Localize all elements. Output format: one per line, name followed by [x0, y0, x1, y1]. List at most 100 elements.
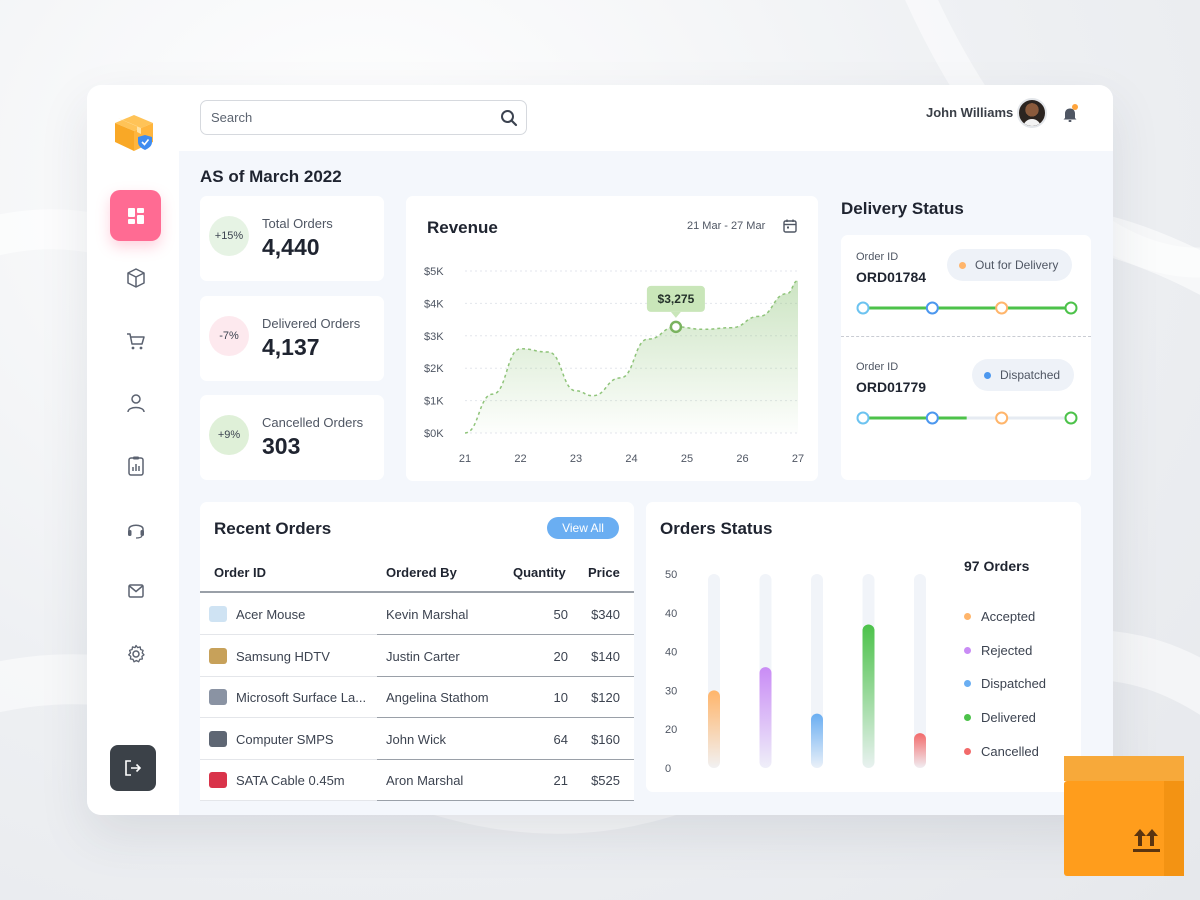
stat-change-badge: +15% — [209, 216, 249, 256]
recent-orders-card: Recent Orders View All Order ID Ordered … — [200, 502, 634, 801]
x-tick-label: 25 — [681, 453, 693, 465]
delivery-heading: Delivery Status — [841, 199, 964, 218]
track-step — [995, 301, 1009, 315]
product-thumbnail — [209, 772, 227, 788]
status-dot — [984, 371, 991, 379]
legend-dot — [964, 747, 971, 755]
legend-label: Delivered — [981, 710, 1036, 726]
user-icon — [126, 393, 145, 412]
y-tick-label: $5K — [424, 266, 444, 278]
table-row[interactable]: Microsoft Surface La... Angelina Stathom 1… — [200, 677, 634, 718]
recent-orders-title: Recent Orders — [214, 519, 332, 538]
y-tick-label: 40 — [665, 647, 677, 659]
column-header-quantity[interactable]: Quantity — [513, 565, 566, 580]
tooltip-pointer — [670, 311, 681, 318]
header-rule — [200, 591, 634, 593]
nav-products[interactable] — [110, 252, 161, 303]
search-icon[interactable] — [500, 109, 518, 127]
nav-reports[interactable] — [110, 440, 161, 491]
quantity: 64 — [553, 731, 568, 747]
product-name: Acer Mouse — [236, 607, 306, 622]
table-row[interactable]: Acer Mouse Kevin Marshal 50 $340 — [200, 594, 634, 635]
tooltip-value: $3,275 — [658, 292, 695, 306]
legend-item[interactable]: Cancelled — [964, 744, 1039, 759]
nav-messages[interactable] — [110, 565, 161, 616]
ordered-by: Kevin Marshal — [386, 607, 469, 622]
legend-item[interactable]: Delivered — [964, 710, 1036, 725]
row-divider — [200, 758, 377, 760]
legend-dot — [964, 646, 971, 654]
nav-customers[interactable] — [110, 377, 161, 428]
revenue-card: $0K $1K $2K $3K $4K $5K 21 22 23 24 25 26 27 $3,275 R… — [406, 196, 818, 481]
top-bar: John Williams — [179, 85, 1113, 151]
nav-orders[interactable] — [110, 315, 161, 366]
table-row[interactable]: SATA Cable 0.45m Aron Marshal 21 $525 — [200, 760, 634, 801]
stat-value: 303 — [262, 433, 301, 459]
avatar[interactable] — [1017, 98, 1047, 128]
revenue-title: Revenue — [427, 218, 498, 237]
orders-status-chart: 0 20 30 40 40 50 — [665, 569, 926, 775]
row-divider — [200, 675, 377, 677]
user-name[interactable]: John Williams — [926, 105, 1014, 120]
column-header-order-id[interactable]: Order ID — [214, 565, 267, 580]
search-input[interactable] — [201, 101, 481, 133]
nav-settings[interactable] — [110, 628, 161, 679]
delivery-order-id[interactable]: ORD01784 — [856, 269, 927, 285]
price: $140 — [591, 648, 620, 664]
y-tick-label: 30 — [665, 685, 677, 697]
table-row[interactable]: Computer SMPS John Wick 64 $160 — [200, 719, 634, 760]
ordered-by: Aron Marshal — [386, 773, 464, 788]
ordered-by: Justin Carter — [386, 648, 460, 664]
product-name: SATA Cable 0.45m — [236, 773, 345, 788]
row-divider — [377, 800, 634, 801]
revenue-area — [465, 280, 798, 433]
bell-icon[interactable] — [1061, 105, 1079, 123]
nav-dashboard[interactable] — [110, 190, 161, 241]
row-divider — [377, 717, 634, 718]
nav-support[interactable] — [110, 503, 161, 554]
track-step — [856, 301, 870, 315]
delivery-card: Order ID ORD01784 Out for Delivery Order… — [841, 235, 1091, 480]
stat-card-delivered: -7% Delivered Orders 4,137 — [200, 296, 384, 381]
legend-dot — [964, 680, 971, 688]
stat-label: Delivered Orders — [262, 316, 361, 331]
legend-item[interactable]: Dispatched — [964, 676, 1046, 691]
order-id-label: Order ID — [856, 361, 899, 373]
legend-label: Dispatched — [981, 676, 1047, 692]
legend-item[interactable]: Accepted — [964, 609, 1035, 624]
delivery-progress-track — [856, 301, 1078, 315]
row-divider — [200, 800, 377, 801]
quantity: 10 — [553, 690, 568, 705]
revenue-date-range[interactable]: 21 Mar - 27 Mar — [687, 220, 766, 232]
delivery-progress-track — [856, 411, 1078, 425]
y-tick-label: $2K — [424, 363, 444, 375]
y-tick-label: 50 — [665, 569, 677, 581]
status-badge: Out for Delivery — [947, 249, 1073, 281]
y-tick-label: $1K — [424, 396, 444, 408]
stat-change-badge: +9% — [209, 415, 249, 455]
track-step — [1064, 411, 1078, 425]
calendar-icon[interactable] — [782, 218, 798, 234]
legend-item[interactable]: Rejected — [964, 643, 1032, 658]
column-header-ordered-by[interactable]: Ordered By — [386, 565, 457, 580]
bar-rejected — [759, 667, 772, 768]
quantity: 50 — [553, 607, 568, 622]
orders-status-title: Orders Status — [660, 519, 773, 538]
delivery-order-id[interactable]: ORD01779 — [856, 379, 927, 395]
logo-box-icon — [115, 115, 153, 151]
logout-button[interactable] — [110, 745, 156, 791]
track-step — [856, 411, 870, 425]
product-thumbnail — [209, 730, 227, 747]
stat-label: Total Orders — [262, 216, 333, 231]
status-dot — [959, 261, 966, 269]
column-header-price[interactable]: Price — [588, 565, 620, 580]
notification-dot — [1072, 104, 1078, 110]
table-row[interactable]: Samsung HDTV Justin Carter 20 $140 — [200, 636, 634, 677]
product-thumbnail — [209, 606, 227, 622]
row-divider — [377, 675, 634, 677]
view-all-button[interactable]: View All — [547, 517, 619, 539]
ordered-by: Angelina Stathom — [386, 690, 489, 705]
product-name: Microsoft Surface La... — [236, 690, 367, 705]
bar-accepted — [708, 690, 720, 768]
quantity: 20 — [553, 648, 568, 664]
